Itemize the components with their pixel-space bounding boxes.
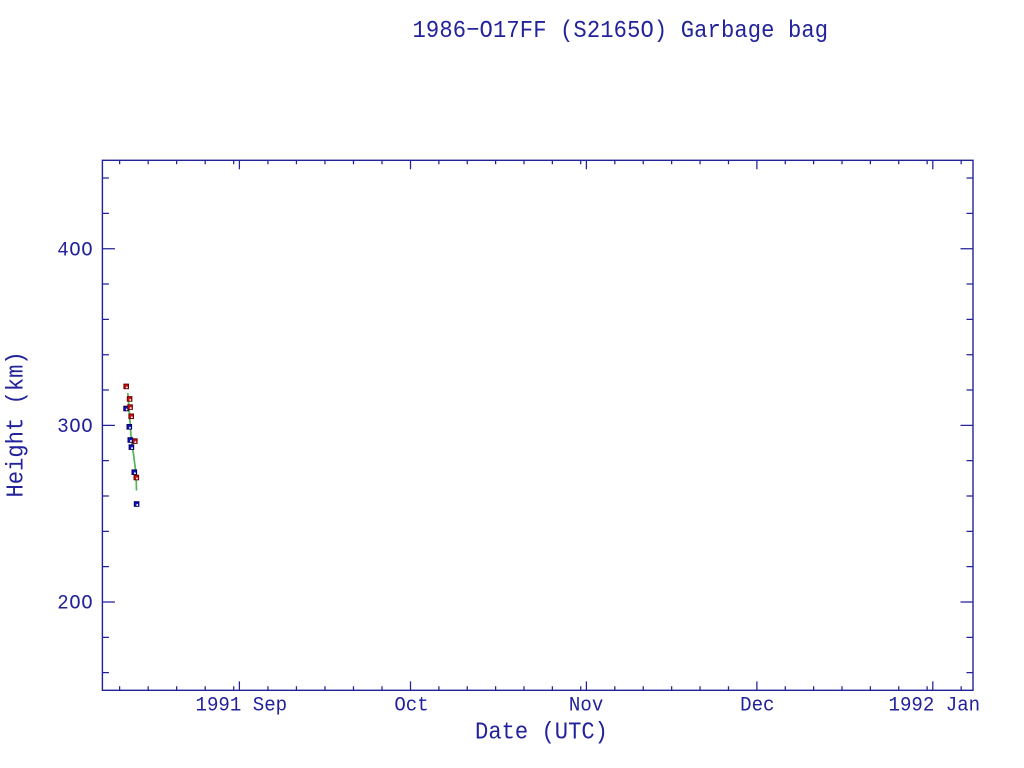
svg-text:1991 Sep: 1991 Sep <box>196 694 288 717</box>
svg-text:2OO: 2OO <box>57 592 93 615</box>
svg-text:4OO: 4OO <box>57 239 93 262</box>
svg-text:Oct: Oct <box>394 694 428 717</box>
svg-text:Date (UTC): Date (UTC) <box>475 719 608 746</box>
svg-text:1992 Jan: 1992 Jan <box>889 694 981 717</box>
svg-text:Height (km): Height (km) <box>2 351 29 497</box>
svg-text:3OO: 3OO <box>57 416 93 439</box>
svg-text:1986−O17FF (S2165O) Garbage ba: 1986−O17FF (S2165O) Garbage bag <box>413 17 829 44</box>
svg-text:Dec: Dec <box>740 694 774 717</box>
svg-text:Nov: Nov <box>569 694 604 717</box>
